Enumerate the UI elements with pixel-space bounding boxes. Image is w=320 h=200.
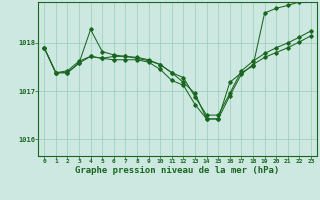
X-axis label: Graphe pression niveau de la mer (hPa): Graphe pression niveau de la mer (hPa) [76, 166, 280, 175]
